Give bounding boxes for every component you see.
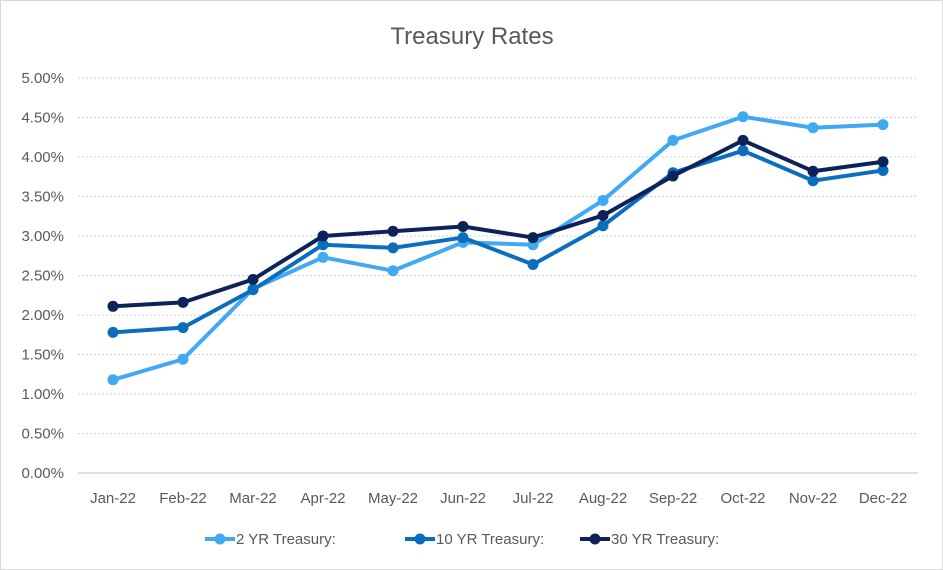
data-point	[527, 258, 539, 270]
data-point	[737, 145, 749, 157]
y-tick-label: 4.00%	[21, 149, 64, 166]
y-tick-label: 0.00%	[21, 465, 64, 482]
y-tick-label: 5.00%	[21, 70, 64, 87]
y-axis-tick-labels: 0.00% 0.50% 1.00% 1.50% 2.00% 2.50% 3.00% 3.50%…	[21, 70, 64, 482]
data-point	[317, 230, 329, 242]
data-point	[597, 220, 609, 232]
y-tick-label: 2.50%	[21, 268, 64, 285]
series-line	[111, 138, 885, 309]
series-line	[111, 114, 885, 382]
legend-label: 2 YR Treasury:	[236, 531, 336, 548]
x-tick-label: Jul-22	[513, 490, 554, 507]
data-point	[667, 170, 679, 182]
data-point	[807, 122, 819, 134]
data-point	[597, 194, 609, 206]
x-tick-label: Apr-22	[300, 490, 345, 507]
data-point	[597, 209, 609, 221]
x-tick-label: Mar-22	[229, 490, 277, 507]
y-tick-label: 0.50%	[21, 426, 64, 443]
y-tick-label: 3.00%	[21, 228, 64, 245]
x-tick-label: Jan-22	[90, 490, 136, 507]
gridlines	[78, 77, 918, 474]
data-point	[737, 111, 749, 123]
data-point	[107, 374, 119, 386]
y-tick-label: 3.50%	[21, 189, 64, 206]
data-point	[247, 273, 259, 285]
data-point	[387, 225, 399, 237]
data-point	[317, 251, 329, 263]
data-point	[667, 134, 679, 146]
series-1	[107, 111, 889, 386]
legend: 2 YR Treasury: 10 YR Treasury: 30 YR Treas…	[205, 531, 719, 548]
x-tick-label: Nov-22	[789, 490, 837, 507]
data-point	[177, 322, 189, 334]
data-point	[877, 164, 889, 176]
x-tick-label: Oct-22	[720, 490, 765, 507]
series-2	[107, 145, 889, 338]
series-lines	[107, 111, 889, 386]
legend-marker	[589, 533, 601, 545]
data-point	[107, 300, 119, 312]
data-point	[177, 296, 189, 308]
data-point	[317, 239, 329, 251]
x-tick-label: Dec-22	[859, 490, 907, 507]
data-point	[807, 175, 819, 187]
data-point	[807, 165, 819, 177]
data-point	[107, 326, 119, 338]
data-point	[177, 353, 189, 365]
data-point	[387, 265, 399, 277]
legend-marker	[414, 533, 426, 545]
legend-label: 10 YR Treasury:	[436, 531, 544, 548]
data-point	[877, 119, 889, 131]
legend-item: 2 YR Treasury:	[205, 531, 336, 548]
data-point	[247, 284, 259, 296]
x-tick-label: Aug-22	[579, 490, 627, 507]
y-tick-label: 1.00%	[21, 386, 64, 403]
x-tick-label: Feb-22	[159, 490, 207, 507]
x-tick-label: Sep-22	[649, 490, 697, 507]
x-tick-label: May-22	[368, 490, 418, 507]
data-point	[877, 156, 889, 168]
data-point	[387, 242, 399, 254]
data-point	[737, 134, 749, 146]
y-tick-label: 1.50%	[21, 347, 64, 364]
data-point	[457, 221, 469, 233]
series-3	[107, 134, 889, 312]
legend-marker	[214, 533, 226, 545]
x-axis-tick-labels: Jan-22 Feb-22 Mar-22 Apr-22 May-22 Jun-22 Jul-…	[90, 490, 907, 507]
x-tick-label: Jun-22	[440, 490, 486, 507]
y-tick-label: 4.50%	[21, 110, 64, 127]
data-point	[457, 232, 469, 244]
data-point	[527, 232, 539, 244]
legend-item: 10 YR Treasury:	[405, 531, 544, 548]
y-tick-label: 2.00%	[21, 307, 64, 324]
chart-title: Treasury Rates	[390, 23, 553, 50]
legend-item: 30 YR Treasury:	[580, 531, 719, 548]
legend-label: 30 YR Treasury:	[611, 531, 719, 548]
series-line	[111, 148, 885, 335]
